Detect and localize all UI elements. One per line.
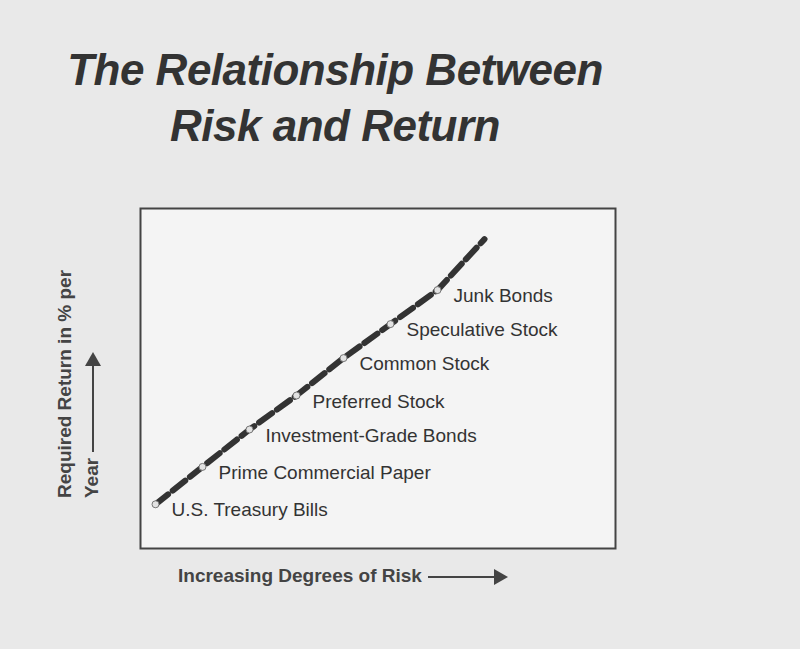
svg-text:Speculative Stock: Speculative Stock [407, 319, 559, 340]
html-text:Required Return in % per Year: Required Return in % per Year [54, 270, 102, 498]
svg-text:Prime Commercial Paper: Prime Commercial Paper [219, 462, 432, 483]
svg-text:U.S. Treasury Bills: U.S. Treasury Bills [172, 499, 328, 520]
html-text:The Relationship Between Risk: The Relationship Between Risk and Return [67, 45, 603, 150]
svg-text:Investment-Grade Bonds: Investment-Grade Bonds [266, 425, 477, 446]
svg-text:Preferred Stock: Preferred Stock [313, 391, 445, 412]
svg-text:Common Stock: Common Stock [360, 353, 490, 374]
svg-text:Junk Bonds: Junk Bonds [454, 285, 553, 306]
html-text:Increasing Degrees of Risk: Increasing Degrees of Risk [178, 565, 422, 586]
